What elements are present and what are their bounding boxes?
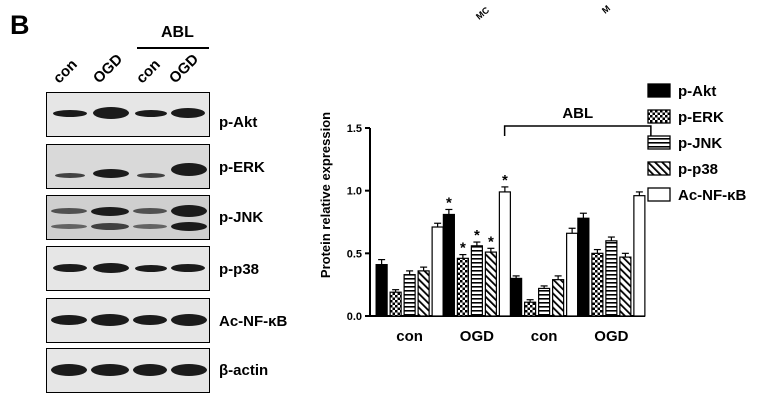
lane-label-2: OGD [89, 50, 127, 87]
bar-p-p38-2 [484, 251, 497, 317]
legend-swatch-p-akt [647, 83, 671, 98]
legend-label-p-akt: p-Akt [678, 83, 716, 100]
significance-marker: * [488, 233, 494, 250]
bar-ac-nf-kb-3 [566, 232, 579, 317]
bar-p-p38-1 [417, 270, 430, 317]
significance-marker: * [460, 240, 466, 257]
bar-ac-nf-kb-4 [633, 195, 646, 317]
x-tick-label-3: con [531, 328, 558, 345]
bar-p-akt-1 [375, 264, 388, 317]
bar-p-erk-3 [524, 301, 537, 317]
cut-label-2: M [600, 3, 613, 16]
x-tick-label-1: con [396, 328, 423, 345]
legend-label-p-p38: p-p38 [678, 161, 718, 178]
abl-group-label: ABL [562, 105, 593, 122]
bar-p-akt-2 [442, 213, 455, 317]
significance-marker: * [474, 227, 480, 244]
x-tick-label-4: OGD [594, 328, 628, 345]
blot-label-ac-nf-kb: Ac-NF-κB [219, 313, 288, 330]
bar-p-p38-4 [619, 256, 632, 317]
bar-p-p38-3 [552, 279, 565, 317]
blot-label-p-akt: p-Akt [219, 114, 258, 131]
blot-strip-ac-nf-kb [46, 298, 210, 343]
legend-swatch-p-erk [647, 109, 671, 124]
lane-label-1: con [49, 56, 81, 87]
significance-marker: * [502, 172, 508, 189]
legend-swatch-p-p38 [647, 161, 671, 176]
panel-letter: B [10, 10, 30, 40]
bar-p-erk-1 [389, 291, 402, 317]
y-tick-label: 0.0 [347, 311, 362, 323]
legend-label-p-erk: p-ERK [678, 109, 724, 126]
bar-p-erk-4 [591, 252, 604, 317]
bar-p-erk-2 [456, 257, 469, 317]
cut-label-1: MC [474, 5, 492, 22]
bar-chart: Protein relative expression 0.0 0.5 1.0 1.5… [318, 83, 747, 345]
abl-bracket [503, 125, 652, 136]
y-tick-label: 1.5 [347, 123, 362, 135]
legend-label-ac-nf-kb: Ac-NF-κB [678, 187, 747, 204]
bar-ac-nf-kb-2 [498, 191, 511, 317]
y-tick-label: 1.0 [347, 186, 362, 198]
legend-swatch-p-jnk [647, 135, 671, 150]
blot-group-label: ABL [161, 24, 194, 41]
blot-strip-p-p38 [46, 246, 210, 291]
legend-label-p-jnk: p-JNK [678, 135, 722, 152]
bar-p-jnk-1 [403, 274, 416, 317]
blot-group-bracket [137, 47, 209, 49]
bar-p-akt-3 [510, 277, 523, 317]
bar-ac-nf-kb-1 [431, 226, 444, 317]
significance-marker: * [446, 194, 452, 211]
blot-label-beta-actin: β-actin [219, 362, 269, 379]
blot-strip-beta-actin [46, 348, 210, 393]
blot-strip-p-jnk [46, 195, 210, 240]
bar-p-akt-4 [577, 217, 590, 317]
lane-label-3: con [132, 56, 164, 87]
y-tick-label: 0.5 [347, 248, 362, 260]
blot-label-p-jnk: p-JNK [219, 209, 264, 226]
lane-label-4: OGD [165, 50, 203, 87]
blot-label-p-p38: p-p38 [219, 261, 260, 278]
bar-p-jnk-4 [605, 240, 618, 317]
x-tick-label-2: OGD [460, 328, 494, 345]
legend-swatch-ac-nf-kb [647, 187, 671, 202]
bar-p-jnk-3 [538, 287, 551, 317]
blot-strip-p-akt [46, 92, 210, 137]
blot-strip-p-erk [46, 144, 210, 189]
blot-label-p-erk: p-ERK [219, 159, 265, 176]
y-axis-label: Protein relative expression [318, 112, 333, 278]
bar-p-jnk-2 [470, 245, 483, 317]
